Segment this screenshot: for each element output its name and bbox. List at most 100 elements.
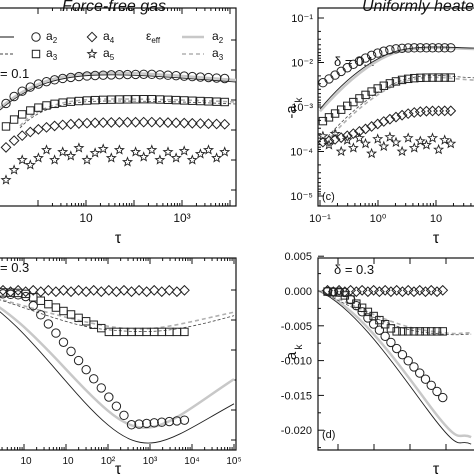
panel-label: (d): [322, 429, 335, 441]
a5-point: [433, 143, 445, 155]
x-tick-label: 10⁵: [226, 456, 241, 467]
a3-point: [58, 98, 67, 107]
a2-point: [421, 43, 432, 53]
a4-point: [339, 286, 351, 298]
a4-point: [391, 284, 403, 296]
a3-point: [139, 95, 148, 104]
a4-point: [141, 286, 153, 298]
a3-point: [415, 327, 424, 336]
a5-point: [360, 137, 371, 149]
a4-point: [397, 286, 408, 298]
a3-point: [115, 95, 124, 104]
a3-point: [432, 327, 442, 336]
y-axis-label: a: [283, 351, 300, 360]
a3-point: [398, 327, 407, 336]
a2-point: [179, 415, 190, 425]
solid-a2-line: [318, 290, 472, 445]
a4-point: [154, 116, 166, 128]
a4-point: [408, 107, 420, 118]
a4-point: [211, 118, 223, 130]
a4-point: [445, 105, 457, 117]
a2-point: [36, 310, 46, 320]
legend-eps-label: εeff: [146, 29, 161, 45]
a4-point: [0, 141, 12, 153]
x-tick-label: 10³: [173, 211, 190, 225]
x-tick-label: 10⁰: [370, 213, 387, 225]
x-axis-label: τ: [433, 461, 440, 474]
a5-point: [130, 146, 142, 157]
a4-point: [194, 118, 206, 129]
a2-point: [397, 43, 407, 53]
a4-point: [105, 117, 117, 128]
x-axis-label: τ: [433, 230, 440, 247]
y-tick-label: 0.005: [284, 251, 312, 263]
a3-point: [163, 95, 173, 105]
a4-point: [138, 116, 150, 128]
a2-point: [43, 319, 54, 329]
a5-point: [97, 143, 109, 154]
a4-point: [73, 118, 85, 129]
a4-point: [421, 105, 432, 117]
a3-point: [107, 95, 116, 104]
a4-point: [179, 284, 190, 296]
a3-point: [204, 97, 213, 106]
a2-point: [119, 410, 129, 421]
a5-point: [390, 136, 402, 148]
a4-point: [16, 130, 28, 142]
a4-point: [27, 284, 39, 296]
a3-point: [434, 73, 443, 82]
a2-point: [104, 392, 114, 402]
a3-point: [386, 324, 396, 333]
a3-point: [123, 95, 132, 104]
a5-point: [414, 135, 426, 146]
legend-a4-marker: [86, 31, 98, 43]
a4-point: [156, 286, 168, 298]
a2-point: [66, 346, 76, 357]
a2-point: [380, 331, 390, 341]
a5-point: [170, 152, 182, 163]
a2-point: [360, 53, 371, 63]
y-tick-label: -0.020: [281, 425, 312, 437]
a5-point: [372, 133, 384, 144]
a2-point: [385, 45, 395, 55]
a2-point: [51, 328, 61, 338]
a4-point: [89, 117, 101, 129]
a5-point: [329, 127, 341, 139]
theory-a2-line: [318, 289, 472, 439]
y-tick-label: -0.015: [281, 390, 312, 402]
x-tick-label: 10⁴: [184, 456, 199, 467]
a2-point: [318, 78, 328, 88]
a4-point: [368, 284, 380, 296]
y-tick-label: 10⁻⁴: [290, 147, 313, 159]
legend-theory-a2-label: a2: [212, 29, 224, 45]
a3-point: [171, 95, 181, 105]
a3-point: [392, 327, 401, 336]
x-axis-label: τ: [115, 461, 122, 474]
a4-point: [35, 286, 47, 298]
a5-point: [408, 142, 420, 153]
a2-point: [403, 43, 413, 53]
a4-point: [113, 116, 125, 128]
a5-point: [162, 146, 174, 157]
a4-point: [41, 121, 52, 133]
a5-point: [138, 151, 150, 162]
a3-point: [409, 327, 419, 336]
a2-point: [354, 56, 365, 66]
a5-point: [73, 142, 85, 153]
a5-point: [24, 159, 36, 170]
a2-point: [426, 380, 436, 390]
a4-point: [362, 286, 374, 298]
legend-a2-marker: [31, 32, 41, 42]
a3-point: [74, 96, 84, 106]
a2-point: [415, 368, 425, 378]
a5-point: [32, 152, 44, 163]
a5-point: [105, 152, 117, 163]
a5-point: [113, 144, 125, 155]
a3-point: [9, 115, 19, 124]
x-tick-label: 10: [62, 456, 74, 467]
a2-point: [73, 355, 84, 366]
a3-point: [422, 73, 431, 82]
a2-point: [1, 98, 11, 109]
